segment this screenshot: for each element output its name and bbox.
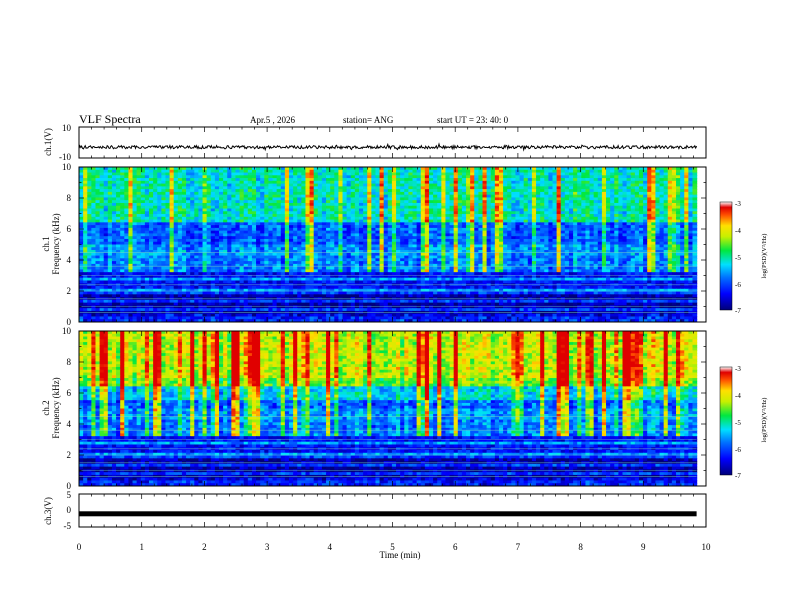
ch1-ytick-10: 10 (62, 162, 72, 172)
ch1-waveform-line (78, 142, 698, 152)
ch2-cb-tick-m4: -4 (735, 392, 741, 400)
ch2-spectrogram-panel: 0 2 4 6 8 10 ch.2 Frequency (kHz) -3 -4 … (41, 326, 768, 491)
ch2-cb-tick-m6: -6 (735, 446, 741, 454)
ch1-spectrogram-image (79, 167, 698, 322)
xtick-3: 3 (265, 542, 270, 552)
ch2-ytick-6: 6 (67, 388, 72, 398)
ch2-cb-tick-m7: -7 (735, 472, 741, 480)
ch2-spectrogram-image (79, 331, 698, 486)
ch2-ytick-10: 10 (62, 326, 72, 336)
ch1-spectrogram-yticks: 0 2 4 6 8 10 (62, 162, 72, 327)
ch1-waveform-ylabel: ch.1(V) (43, 128, 53, 156)
ch1-waveform-panel: 10 -10 ch.1(V) (43, 123, 707, 162)
ch3-ytick-top: 5 (67, 490, 72, 500)
ch2-ytick-8: 8 (67, 357, 72, 367)
ch1-cb-tick-m3: -3 (735, 200, 741, 208)
station-label: station= ANG (343, 115, 394, 125)
ch1-colorbar (719, 201, 733, 311)
ch3-waveform-ylabel: ch.3(V) (43, 497, 53, 525)
date-label: Apr.5 , 2026 (250, 115, 296, 125)
ch3-ytick-mid: 0 (67, 505, 72, 515)
ch1-cb-tick-m4: -4 (735, 227, 741, 235)
xtick-2: 2 (202, 542, 207, 552)
x-axis-tick-labels: 0 1 2 3 4 5 6 7 8 9 10 (77, 542, 711, 552)
xtick-9: 9 (641, 542, 646, 552)
ch2-spectrogram-ylabel-freq: Frequency (kHz) (51, 377, 61, 438)
ch2-cb-tick-m3: -3 (735, 365, 741, 373)
ch1-cb-tick-m6: -6 (735, 281, 741, 289)
ch3-waveform-frame (78, 493, 707, 528)
ch1-cb-tick-m7: -7 (735, 307, 741, 315)
figure-title: VLF Spectra (79, 112, 141, 126)
ch3-waveform-trace (79, 511, 697, 517)
ch3-ytick-bottom: -5 (64, 521, 72, 531)
start-time-label: start UT = 23: 40: 0 (437, 115, 509, 125)
x-axis-label: Time (min) (380, 550, 421, 560)
ch1-colorbar-ticks: -3 -4 -5 -6 -7 (735, 200, 741, 315)
ch1-colorbar-label: log(PSD)(V²/Hz) (761, 234, 768, 279)
time-tick-marks (78, 127, 707, 527)
ch2-colorbar (719, 366, 733, 476)
ch1-ytick-8: 8 (67, 193, 72, 203)
ch2-spectrogram-yticks: 0 2 4 6 8 10 (62, 326, 72, 491)
ch1-ytick-bottom: -10 (59, 152, 71, 162)
ch2-ytick-0: 0 (67, 481, 72, 491)
ch1-spectrogram-ylabel-freq: Frequency (kHz) (51, 213, 61, 274)
ch1-spectrogram-panel: 0 2 4 6 8 10 ch.1 Frequency (kHz) -3 -4 … (41, 162, 768, 327)
xtick-5: 5 (390, 542, 395, 552)
ch1-waveform-trace (78, 142, 698, 152)
xtick-10: 10 (702, 542, 712, 552)
ch1-ytick-0: 0 (67, 317, 72, 327)
ch1-ytick-top: 10 (62, 123, 72, 133)
ch1-waveform-frame (78, 126, 707, 159)
xtick-0: 0 (77, 542, 82, 552)
ch1-cb-tick-m5: -5 (735, 254, 741, 262)
ch1-ytick-2: 2 (67, 286, 72, 296)
xtick-7: 7 (516, 542, 521, 552)
xtick-1: 1 (139, 542, 144, 552)
ch1-spectrogram-ylabel: ch.1 (41, 236, 51, 251)
ch1-ytick-4: 4 (67, 255, 72, 265)
xtick-8: 8 (578, 542, 583, 552)
ch2-cb-tick-m5: -5 (735, 419, 741, 427)
xtick-4: 4 (328, 542, 333, 552)
ch2-ytick-4: 4 (67, 419, 72, 429)
ch2-ytick-2: 2 (67, 450, 72, 460)
ch2-spectrogram-ylabel: ch.2 (41, 400, 51, 415)
ch2-colorbar-label: log(PSD)(V²/Hz) (761, 398, 768, 443)
ch3-waveform-panel: 5 0 -5 ch.3(V) (43, 490, 707, 531)
xtick-6: 6 (453, 542, 458, 552)
ch2-colorbar-ticks: -3 -4 -5 -6 -7 (735, 365, 741, 480)
ch1-ytick-6: 6 (67, 224, 72, 234)
